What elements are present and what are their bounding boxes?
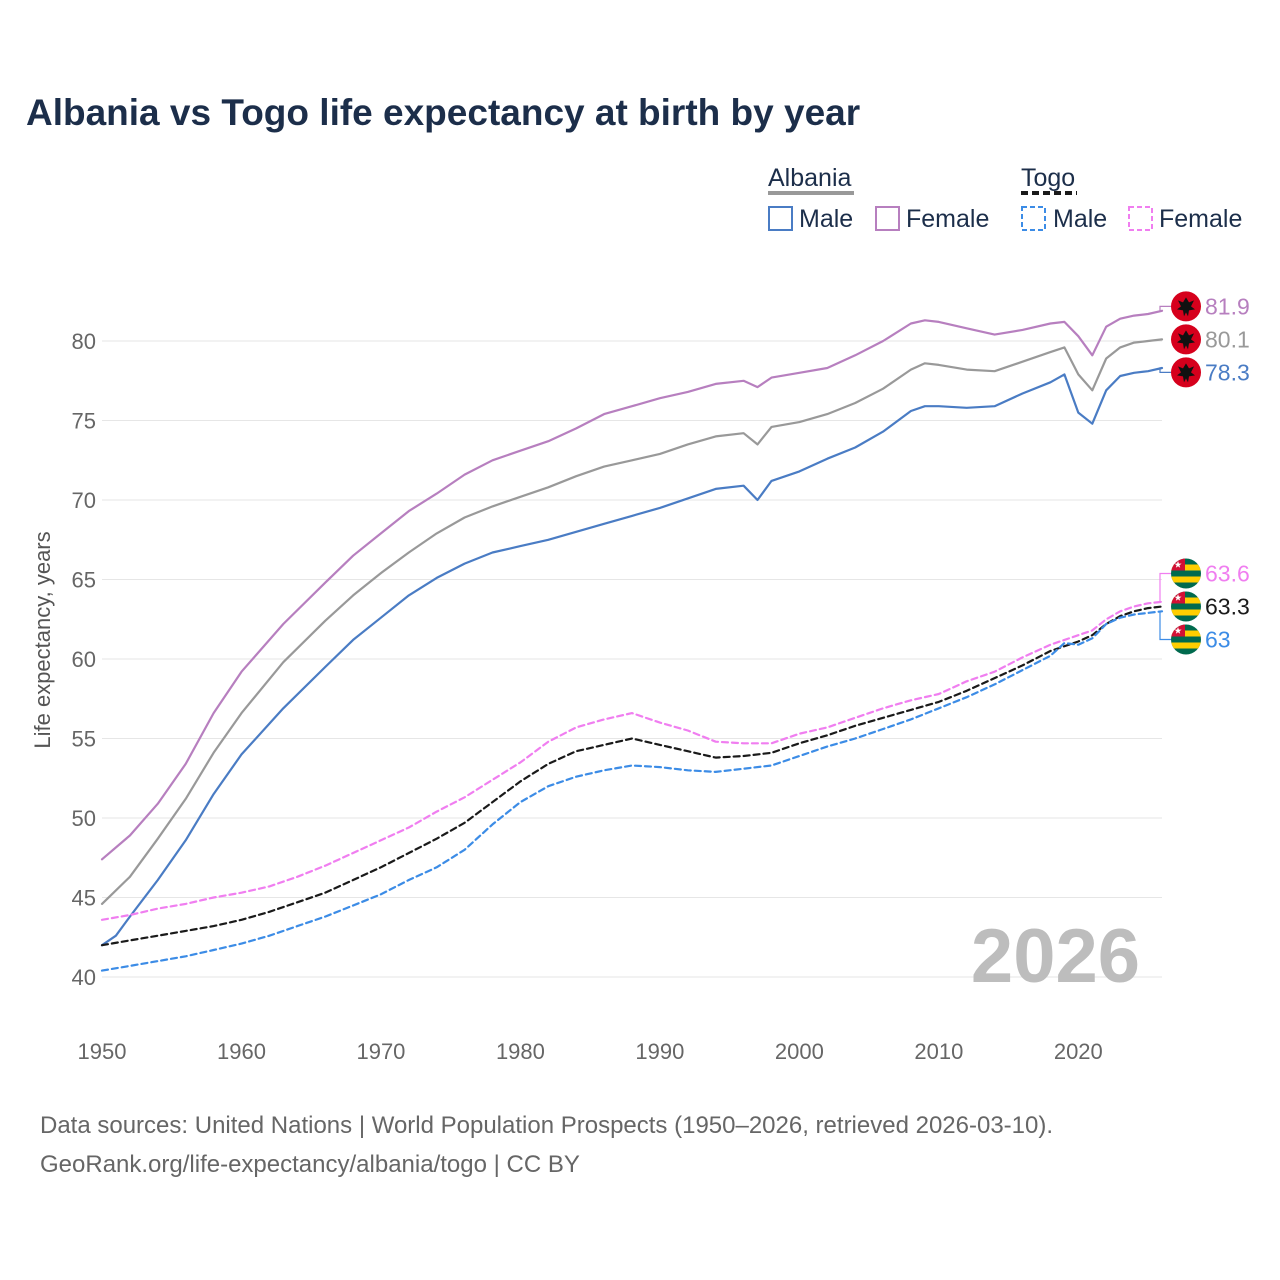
y-tick-label: 70 (72, 488, 96, 513)
end-label-value: 80.1 (1205, 326, 1250, 352)
series-line-togo-both (100, 605, 1164, 947)
legend-label-togo-female: Female (1159, 205, 1242, 233)
x-tick-label: 2010 (914, 1039, 963, 1064)
y-tick-label: 45 (72, 886, 96, 911)
x-tick-label: 1950 (78, 1039, 127, 1064)
series-lines (100, 309, 1164, 972)
legend-group-togo: Togo Male Female (1021, 164, 1242, 233)
end-label-leader (1159, 367, 1171, 373)
series-line-togo-female (100, 600, 1164, 921)
legend-group-albania: Albania Male Female (768, 164, 989, 233)
y-tick-label: 65 (72, 568, 96, 593)
legend-swatch-albania-female (875, 206, 900, 231)
albania-flag-icon (1171, 291, 1201, 322)
x-tick-label: 2000 (775, 1039, 824, 1064)
legend-label-albania-male: Male (799, 205, 853, 233)
y-tick-label: 55 (72, 727, 96, 752)
legend-swatch-togo-male (1021, 206, 1046, 231)
legend-label-albania-female: Female (906, 205, 989, 233)
togo-flag-icon (1171, 559, 1201, 589)
albania-flag-icon (1171, 357, 1201, 388)
end-label-value: 78.3 (1205, 359, 1250, 385)
legend-label-togo-male: Male (1053, 205, 1107, 233)
end-label-leader (1159, 610, 1171, 641)
chart-title: Albania vs Togo life expectancy at birth… (26, 92, 861, 133)
end-label-value: 63.3 (1205, 594, 1250, 620)
legend-swatch-togo-female (1128, 206, 1153, 231)
legend-group-title: Togo (1021, 164, 1075, 192)
footer: Data sources: United Nations | World Pop… (40, 1106, 1053, 1184)
x-tick-label: 1970 (356, 1039, 405, 1064)
x-tick-label: 2020 (1054, 1039, 1103, 1064)
end-label-value: 63.6 (1205, 561, 1250, 587)
end-label-value: 63 (1205, 627, 1231, 653)
end-label-leader (1159, 572, 1171, 603)
legend: Albania Male Female Togo Male Female (768, 164, 1242, 233)
end-label-leader (1159, 305, 1171, 312)
y-tick-label: 60 (72, 647, 96, 672)
series-line-albania-both (100, 338, 1164, 905)
togo-flag-icon (1171, 592, 1201, 622)
y-axis-ticks: 40 45 50 55 60 65 70 75 80 (72, 329, 96, 990)
grid-lines (102, 340, 1162, 978)
legend-group-title: Albania (768, 164, 851, 192)
series-line-togo-male (100, 610, 1164, 972)
chart-svg: 40 45 50 55 60 65 70 75 80 1950 1960 1970 1980 1990 2… (30, 164, 1250, 1064)
end-label-value: 81.9 (1205, 293, 1250, 319)
x-tick-label: 1960 (217, 1039, 266, 1064)
footer-credit[interactable]: GeoRank.org/life-expectancy/albania/togo… (40, 1151, 580, 1178)
x-tick-label: 1990 (635, 1039, 684, 1064)
y-tick-label: 40 (72, 965, 96, 990)
y-tick-label: 50 (72, 806, 96, 831)
x-tick-label: 1980 (496, 1039, 545, 1064)
footer-sources: Data sources: United Nations | World Pop… (40, 1112, 1054, 1139)
end-labels: 81.9 80.1 78.3 63.6 63.3 63 (1159, 291, 1250, 655)
series-line-albania-female (100, 309, 1164, 861)
y-axis-label: Life expectancy, years (30, 531, 55, 748)
togo-flag-icon (1171, 625, 1201, 655)
year-watermark: 2026 (971, 914, 1140, 999)
y-tick-label: 80 (72, 329, 96, 354)
y-tick-label: 75 (72, 409, 96, 434)
legend-swatch-albania-male (768, 206, 793, 231)
albania-flag-icon (1171, 324, 1201, 355)
series-line-albania-male (100, 366, 1164, 947)
x-axis-ticks: 1950 1960 1970 1980 1990 2000 2010 2020 (78, 1039, 1103, 1064)
